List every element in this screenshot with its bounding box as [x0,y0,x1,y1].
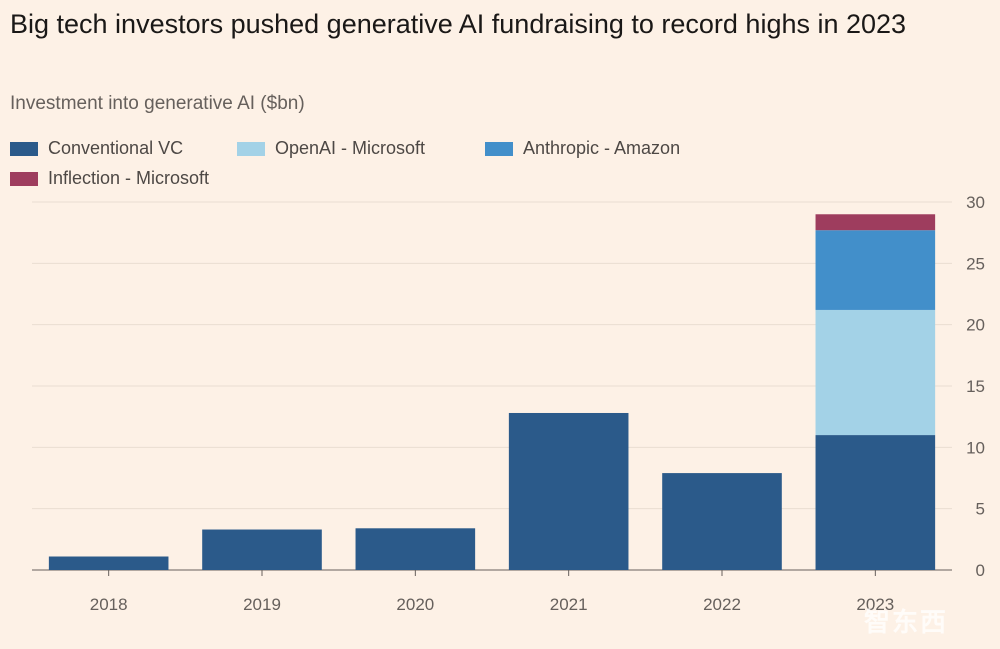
legend-item-openai-microsoft: OpenAI - Microsoft [237,138,425,159]
y-tick-label-30: 30 [966,193,985,212]
y-tick-label-5: 5 [976,500,985,519]
bar-2018-conventional-vc [48,556,169,570]
watermark-logo: 智东西 [863,607,948,637]
y-tick-label-10: 10 [966,438,985,457]
bar-2023-inflection-microsoft [815,214,936,231]
bar-2023-conventional-vc [815,435,936,570]
y-tick-label-20: 20 [966,316,985,335]
legend-swatch-anthropic-amazon [485,141,513,156]
y-tick-label-15: 15 [966,377,985,396]
x-tick-label-2019: 2019 [243,595,281,614]
legend-label-anthropic-amazon: Anthropic - Amazon [523,138,681,158]
legend-swatch-conventional-vc [10,141,38,156]
x-tick-label-2022: 2022 [703,595,741,614]
x-tick-label-2018: 2018 [90,595,128,614]
y-tick-label-25: 25 [966,254,985,273]
x-tick-label-2020: 2020 [396,595,434,614]
legend-item-conventional-vc: Conventional VC [10,138,183,159]
legend-swatch-openai-microsoft [237,141,265,156]
legend-label-inflection-microsoft: Inflection - Microsoft [48,168,210,188]
bar-2022-conventional-vc [662,473,782,570]
y-tick-label-0: 0 [976,561,985,580]
legend-label-conventional-vc: Conventional VC [48,138,184,158]
x-tick-label-2023: 2023 [856,595,894,614]
bar-2023-openai-microsoft [815,309,936,436]
bar-2023-anthropic-amazon [815,230,936,310]
legend-item-inflection-microsoft: Inflection - Microsoft [10,168,209,189]
legend-item-anthropic-amazon: Anthropic - Amazon [485,138,680,159]
bar-2019-conventional-vc [202,529,322,570]
legend-swatch-inflection-microsoft [10,171,38,186]
bar-2020-conventional-vc [355,528,476,570]
bar-2021-conventional-vc [508,412,629,570]
chart-title: Big tech investors pushed generative AI … [10,9,907,39]
legend-label-openai-microsoft: OpenAI - Microsoft [275,138,426,158]
chart-subtitle: Investment into generative AI ($bn) [10,93,305,114]
x-tick-label-2021: 2021 [550,595,588,614]
